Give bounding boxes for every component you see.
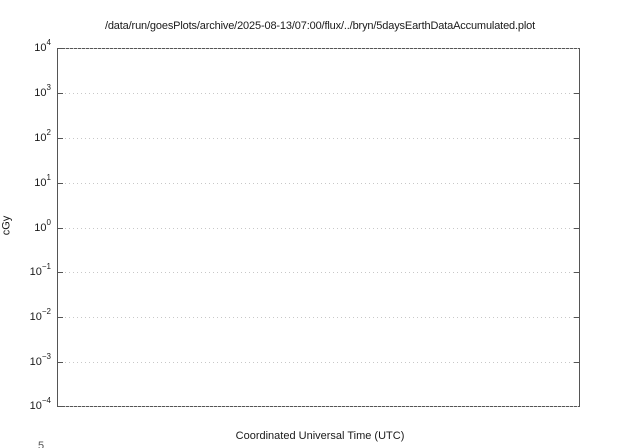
y-tick-mark (57, 406, 63, 408)
y-tick-exponent: 1 (46, 173, 51, 183)
plot-area-frame (57, 48, 580, 407)
y-tick-exponent: 0 (46, 218, 51, 228)
y-tick-exponent: 3 (46, 83, 51, 93)
y-tick-mark-right (574, 317, 580, 319)
x-axis-label: Coordinated Universal Time (UTC) (235, 430, 405, 442)
page-title: /data/run/goesPlots/archive/2025-08-13/0… (104, 20, 536, 32)
y-tick-mantissa: 10 (29, 400, 42, 412)
y-tick-mark-right (574, 138, 580, 140)
y-tick-mark (57, 317, 63, 319)
y-tick-mark (57, 93, 63, 95)
y-tick-mark (57, 228, 63, 230)
y-tick-mark (57, 48, 63, 50)
y-tick-mark-right (574, 93, 580, 95)
y-tick-exponent: −1 (41, 262, 51, 272)
y-tick-mark (57, 272, 63, 274)
y-tick-mantissa: 10 (34, 87, 47, 99)
y-tick-mantissa: 10 (34, 177, 47, 189)
y-tick-mark (57, 183, 63, 185)
y-tick-mantissa: 10 (34, 132, 47, 144)
y-tick-mantissa: 10 (29, 266, 42, 278)
y-tick-exponent: 4 (46, 38, 51, 48)
y-tick-exponent: −2 (41, 307, 51, 317)
y-tick-mark-right (574, 183, 580, 185)
y-tick-mark-right (574, 362, 580, 364)
clipped-bottom-glyph: 5 (38, 441, 45, 448)
y-tick-mark (57, 362, 63, 364)
y-tick-mark-right (574, 228, 580, 230)
y-tick-mantissa: 10 (34, 42, 47, 54)
y-tick-mantissa: 10 (29, 356, 42, 368)
y-tick-mark (57, 138, 63, 140)
y-tick-exponent: 2 (46, 128, 51, 138)
y-tick-exponent: −4 (41, 396, 51, 406)
y-tick-mantissa: 10 (29, 311, 42, 323)
y-tick-exponent: −3 (41, 352, 51, 362)
y-tick-mantissa: 10 (34, 222, 47, 234)
y-tick-mark-right (574, 272, 580, 274)
y-axis-label: cGy (0, 215, 13, 236)
